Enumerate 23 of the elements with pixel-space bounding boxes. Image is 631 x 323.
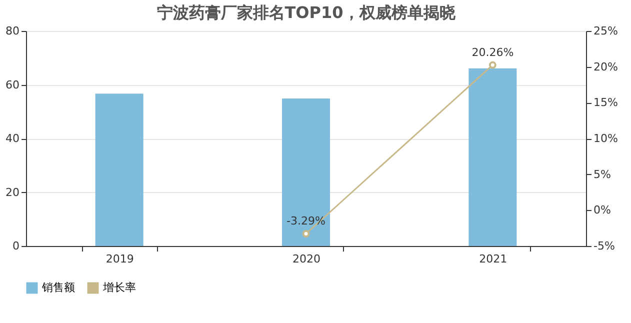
y-tick-label: 80 (6, 24, 20, 38)
legend-label: 增长率 (102, 281, 136, 294)
y2-tick-label: 5% (594, 168, 611, 181)
y-tick-label: 0 (12, 240, 20, 252)
data-label: -3.29% (286, 214, 326, 228)
x-tick-label: 2021 (479, 252, 508, 266)
bar (468, 68, 517, 246)
y2-tick-label: 20% (594, 60, 618, 74)
chart-title: 宁波药膏厂家排名TOP10，权威榜单揭晓 (156, 3, 456, 22)
y2-tick-label: 0% (594, 204, 611, 217)
x-tick-label: 2019 (106, 252, 134, 266)
bar (282, 98, 330, 246)
data-label: 20.26% (472, 46, 514, 59)
y2-tick-label: -5% (594, 240, 615, 252)
y2-tick-label: 25% (594, 24, 618, 38)
y-tick-label: 40 (6, 132, 20, 145)
y-tick-label: 20 (6, 186, 20, 199)
bar (95, 94, 144, 246)
y2-tick-label: 10% (594, 132, 618, 145)
y-tick-label: 60 (6, 78, 20, 92)
x-tick-label: 2020 (292, 252, 320, 266)
y2-tick-label: 15% (594, 96, 618, 110)
legend-label: 销售额 (41, 281, 75, 294)
